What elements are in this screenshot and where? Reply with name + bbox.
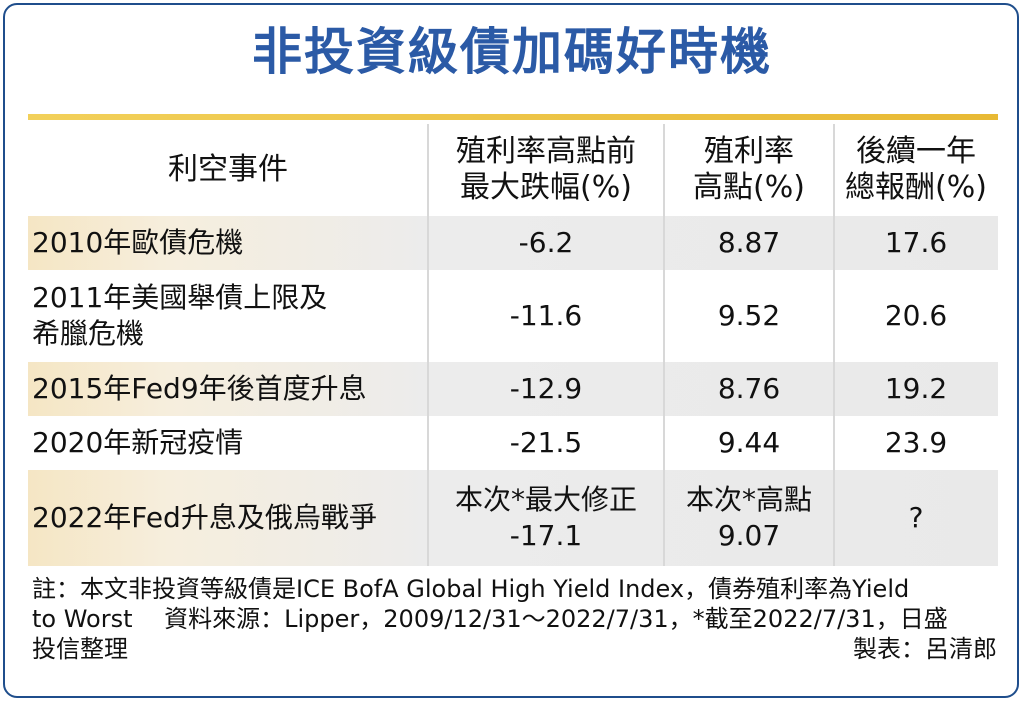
- title-divider: [28, 114, 998, 120]
- peak-yield-cell: 9.44: [717, 426, 781, 459]
- table-header-row: 利空事件 殖利率高點前 最大跌幅(%) 殖利率 高點(%) 後續一年 總報酬(%…: [28, 124, 998, 216]
- drawdown-cell: 本次*最大修正 -17.1: [428, 470, 664, 566]
- table-row: 2015年Fed9年後首度升息 -12.9 8.76 19.2: [28, 362, 998, 416]
- footnote-line1: 註：本文非投資等級債是ICE BofA Global High Yield In…: [32, 575, 910, 603]
- peak-yield-cell: 8.76: [717, 372, 781, 405]
- chart-title: 非投資級債加碼好時機: [252, 23, 772, 81]
- event-cell: 2022年Fed升息及俄烏戰爭: [32, 501, 377, 534]
- event-cell: 2015年Fed9年後首度升息: [32, 372, 367, 405]
- event-line1: 2011年美國舉債上限及: [32, 281, 328, 314]
- footnote: 註：本文非投資等級債是ICE BofA Global High Yield In…: [32, 574, 997, 664]
- drawdown-line2: -17.1: [509, 519, 583, 552]
- table-row: 2020年新冠疫情 -21.5 9.44 23.9: [28, 416, 998, 470]
- return-cell: 23.9: [884, 426, 948, 459]
- header-drawdown: 殖利率高點前 最大跌幅(%): [428, 124, 664, 216]
- header-drawdown-line1: 殖利率高點前: [456, 134, 636, 169]
- chart-maker-credit: 製表：呂清郎: [853, 635, 997, 663]
- header-return: 後續一年 總報酬(%): [834, 124, 998, 216]
- drawdown-cell: -6.2: [518, 226, 574, 259]
- drawdown-line1: 本次*最大修正: [454, 483, 637, 516]
- drawdown-cell: -12.9: [509, 372, 583, 405]
- return-cell: 17.6: [884, 226, 948, 259]
- drawdown-cell: -21.5: [509, 426, 583, 459]
- event-line2: 希臘危機: [32, 317, 145, 350]
- footnote-line3: 投信整理 製表：呂清郎: [32, 634, 997, 664]
- drawdown-cell: -11.6: [509, 299, 583, 332]
- column-divider: [663, 124, 665, 566]
- header-return-line1: 後續一年: [855, 134, 976, 169]
- return-cell: 20.6: [884, 299, 948, 332]
- header-peak-yield: 殖利率 高點(%): [664, 124, 834, 216]
- footnote-line3-text: 投信整理: [32, 635, 128, 663]
- header-peak-yield-line1: 殖利率: [703, 134, 794, 169]
- return-cell: ?: [908, 501, 924, 534]
- table-row: 2010年歐債危機 -6.2 8.87 17.6: [28, 216, 998, 270]
- header-return-line2: 總報酬(%): [845, 170, 987, 205]
- peak-yield-line2: 9.07: [717, 519, 781, 552]
- peak-yield-cell: 本次*高點 9.07: [664, 470, 834, 566]
- footnote-line2: to Worst 資料來源：Lipper，2009/12/31～2022/7/3…: [32, 605, 948, 633]
- return-cell: 19.2: [884, 372, 948, 405]
- table-row: 2022年Fed升息及俄烏戰爭 本次*最大修正 -17.1 本次*高點 9.07…: [28, 470, 998, 566]
- event-cell: 2010年歐債危機: [32, 226, 244, 259]
- table-row: 2011年美國舉債上限及 希臘危機 -11.6 9.52 20.6: [28, 270, 998, 362]
- header-peak-yield-line2: 高點(%): [693, 170, 805, 205]
- peak-yield-cell: 8.87: [717, 226, 781, 259]
- peak-yield-cell: 9.52: [717, 299, 781, 332]
- event-cell: 2020年新冠疫情: [32, 426, 244, 459]
- header-drawdown-line2: 最大跌幅(%): [460, 170, 632, 205]
- column-divider: [833, 124, 835, 566]
- column-divider: [427, 124, 429, 566]
- peak-yield-line1: 本次*高點: [685, 483, 812, 516]
- event-cell: 2011年美國舉債上限及 希臘危機: [28, 270, 428, 362]
- header-event: 利空事件: [168, 152, 288, 187]
